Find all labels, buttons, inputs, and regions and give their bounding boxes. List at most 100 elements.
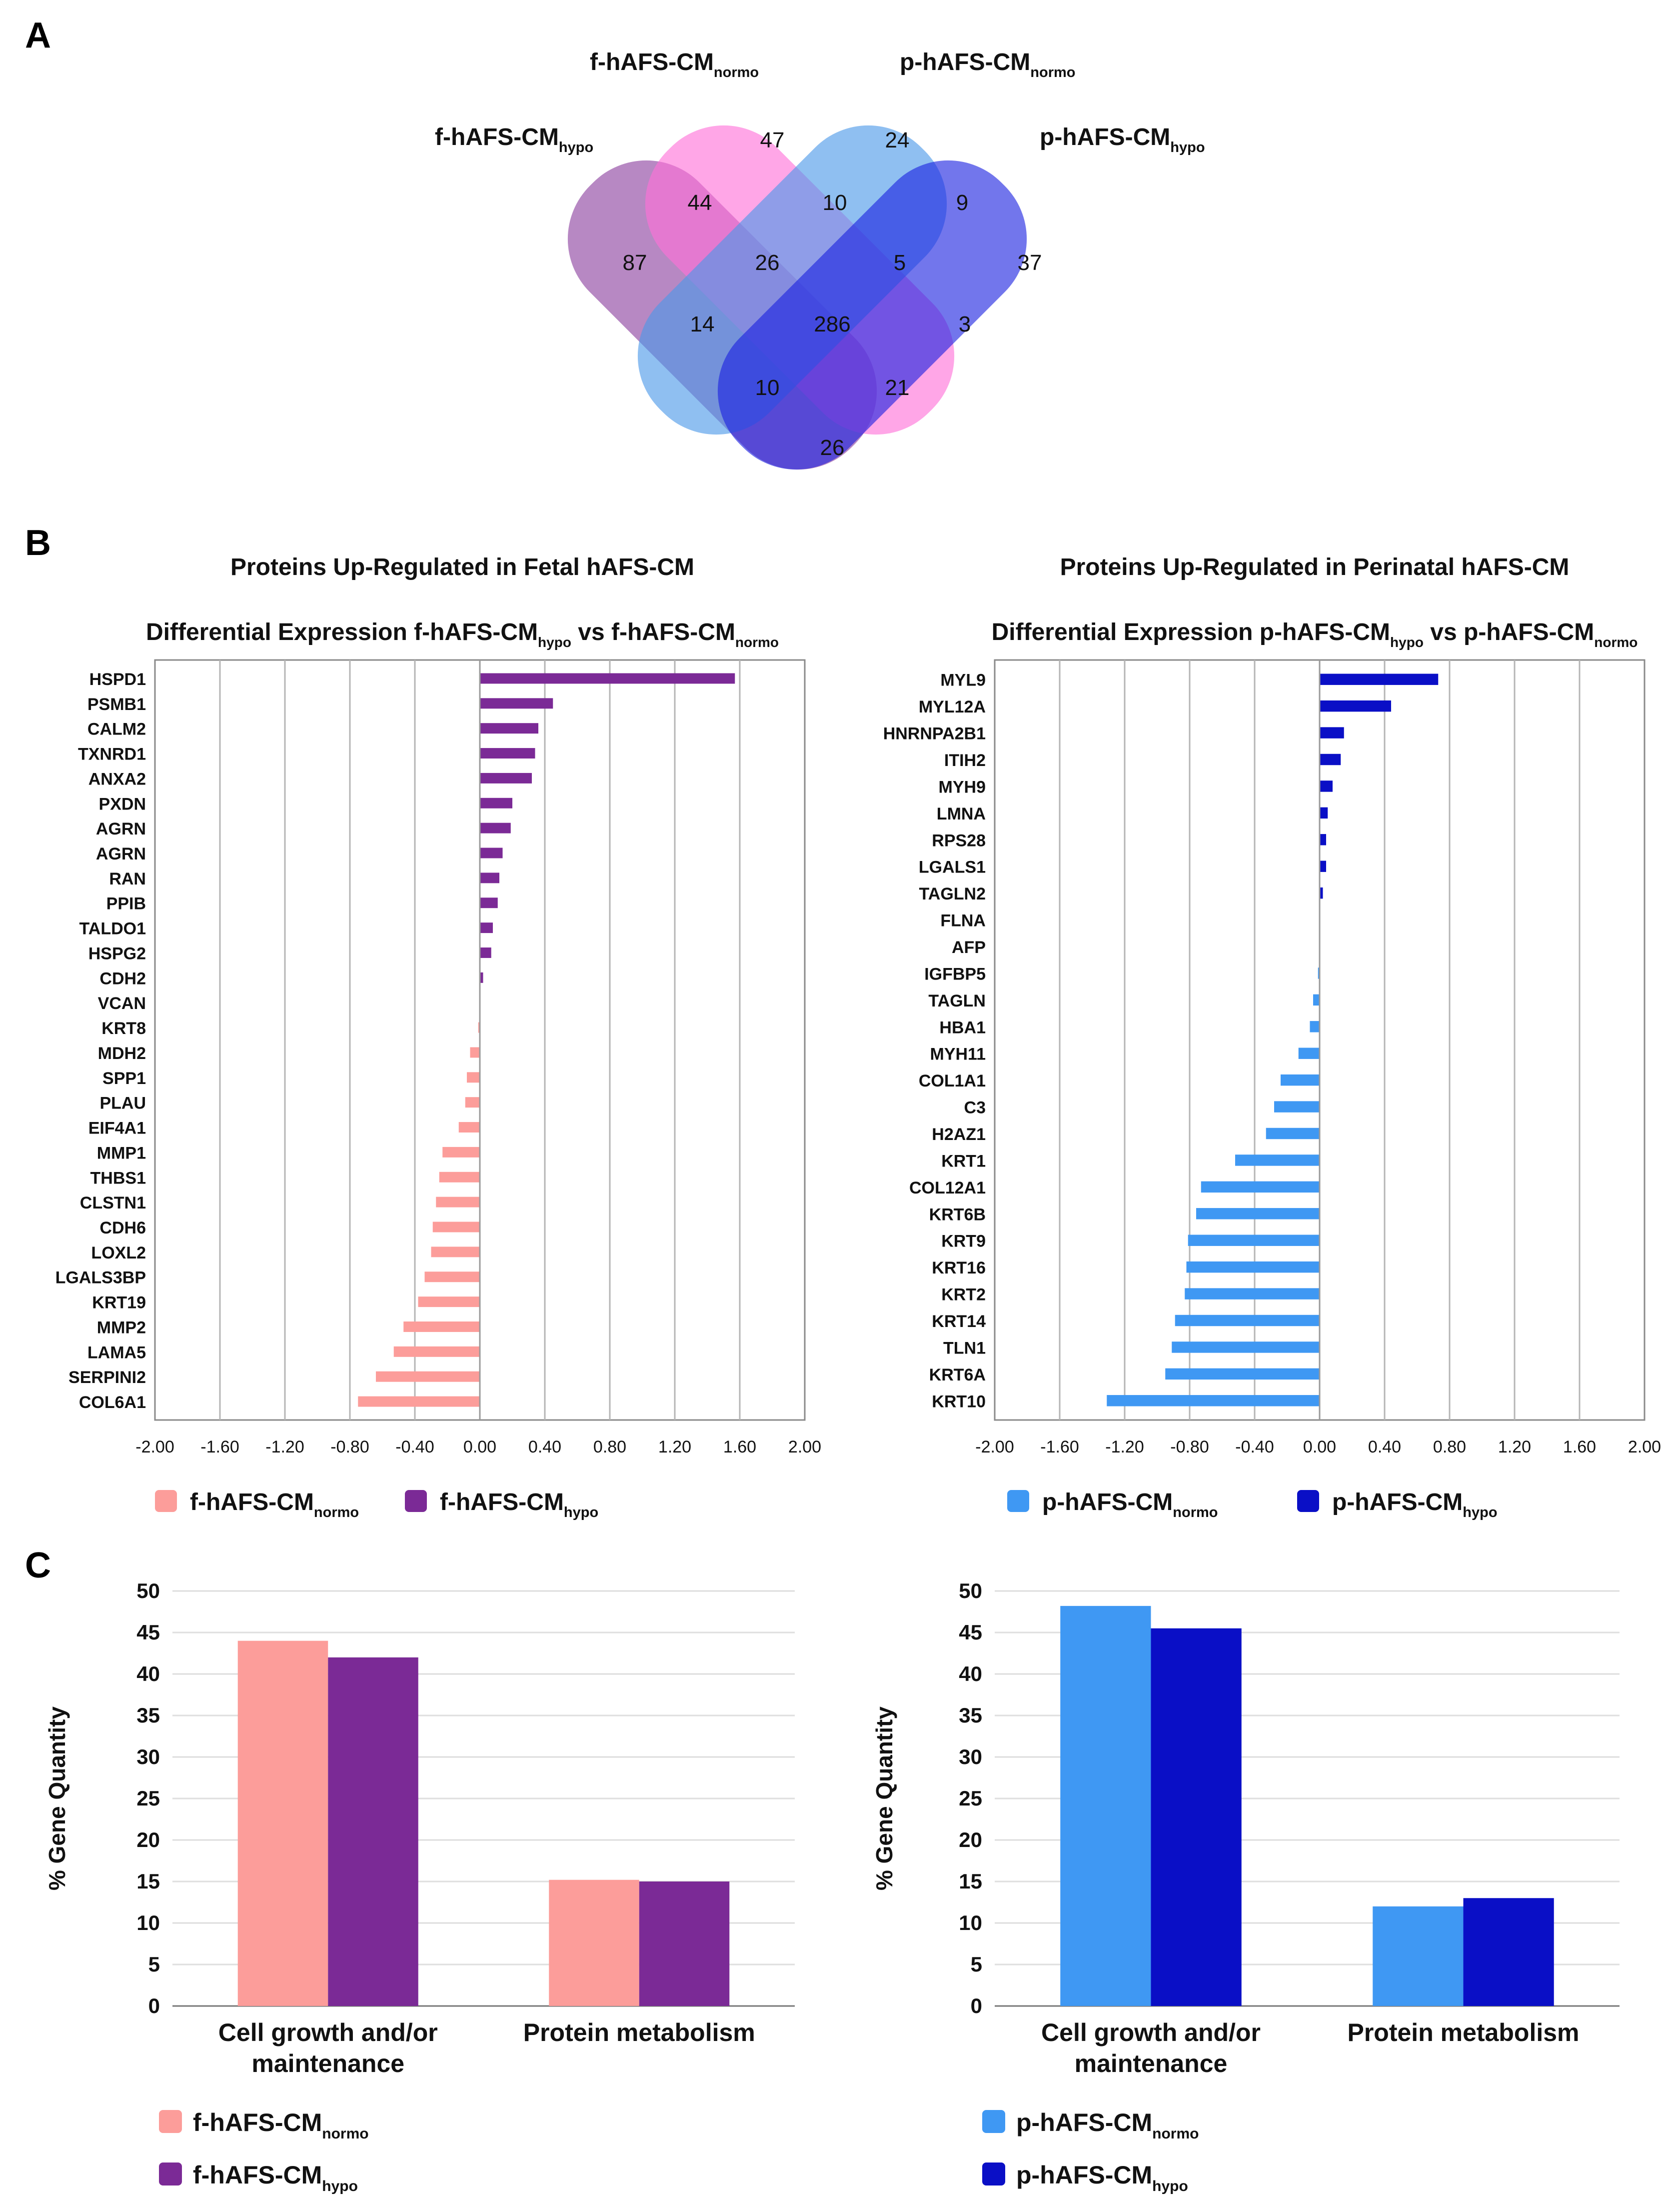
y-category-label: LOXL2 (91, 1244, 146, 1262)
venn-region-count: 24 (885, 128, 910, 152)
venn-label-p_normo: p-hAFS-CMnormo (900, 49, 1075, 80)
venn-label-f_normo: f-hAFS-CMnormo (590, 49, 759, 80)
y-tick-label: 10 (959, 1911, 982, 1934)
bar (1320, 887, 1323, 899)
bar-p_hypo (1151, 1628, 1242, 2006)
y-category-label: C3 (964, 1098, 986, 1118)
legend-label-p_hypo: p-hAFS-CMhypo (1016, 2161, 1188, 2194)
bar (465, 1097, 480, 1108)
y-category-label: ANXA2 (88, 770, 146, 788)
legend-label-p_normo: p-hAFS-CMnormo (1016, 2108, 1199, 2142)
x-tick-label: 1.60 (1563, 1438, 1596, 1456)
y-category-label: TLN1 (943, 1338, 986, 1358)
bar-p_normo (1060, 1606, 1151, 2006)
y-tick-label: 5 (148, 1952, 160, 1976)
legend-swatch-p_normo (982, 2110, 1005, 2133)
y-category-label: CDH6 (99, 1218, 146, 1238)
venn-region-count: 26 (820, 436, 845, 460)
bar (1320, 834, 1326, 846)
bar (1320, 727, 1344, 738)
y-category-label: MDH2 (98, 1044, 146, 1063)
legend-swatch-p_hypo (1297, 1490, 1319, 1512)
y-tick-label: 45 (959, 1620, 982, 1644)
bar (432, 1222, 480, 1232)
y-category-label: KRT8 (101, 1019, 146, 1038)
y-category-label: EIF4A1 (88, 1119, 146, 1138)
y-category-label: HNRNPA2B1 (883, 724, 986, 744)
legend-swatch-p_normo (1007, 1490, 1029, 1512)
x-category-label: maintenance (251, 2050, 404, 2078)
y-category-label: HBA1 (939, 1018, 986, 1037)
legend-swatch-f_hypo (405, 1490, 427, 1512)
y-tick-label: 25 (136, 1786, 160, 1810)
y-tick-label: 5 (971, 1952, 982, 1976)
y-category-label: KRT6A (929, 1366, 986, 1384)
venn-region-count: 26 (755, 250, 780, 275)
bar (1310, 1021, 1320, 1032)
x-category-label: Protein metabolism (523, 2018, 755, 2046)
y-tick-label: 30 (136, 1745, 160, 1768)
bar (1320, 860, 1326, 872)
y-category-label: COL12A1 (909, 1178, 986, 1198)
bar (480, 898, 498, 908)
x-tick-label: -0.40 (395, 1438, 434, 1456)
bar (1201, 1181, 1320, 1193)
y-category-label: KRT1 (941, 1152, 986, 1170)
venn-region-count: 9 (956, 190, 968, 215)
y-category-label: VCAN (98, 994, 146, 1013)
venn-label-f_hypo: f-hAFS-CMhypo (435, 124, 593, 156)
bar (1196, 1208, 1320, 1220)
y-category-label: TAGLN (928, 992, 986, 1010)
venn-set-p_hypo (717, 160, 1027, 470)
bar (1185, 1288, 1320, 1300)
y-tick-label: 0 (148, 1994, 160, 2018)
legend-swatch-p_hypo (982, 2162, 1005, 2186)
legend-label-f_normo: f-hAFS-CMnormo (190, 1489, 359, 1520)
x-category-label: Protein metabolism (1348, 2018, 1580, 2046)
bar (480, 673, 735, 684)
bar (467, 1072, 480, 1083)
y-category-label: TXNRD1 (78, 745, 146, 764)
y-category-label: THBS1 (90, 1168, 146, 1188)
y-category-label: KRT16 (932, 1258, 986, 1278)
x-tick-label: -0.80 (330, 1438, 369, 1456)
y-category-label: CLSTN1 (80, 1194, 146, 1212)
bar (418, 1296, 480, 1308)
y-category-label: KRT14 (932, 1312, 986, 1331)
x-tick-label: 1.60 (723, 1438, 756, 1456)
x-tick-label: 0.80 (593, 1438, 626, 1456)
y-category-label: LGALS3BP (55, 1268, 146, 1288)
bar (1320, 807, 1328, 819)
bar (1320, 754, 1341, 766)
y-tick-label: 25 (959, 1786, 982, 1810)
y-category-label: MYL9 (940, 671, 986, 690)
x-tick-label: 0.40 (1368, 1438, 1401, 1456)
y-tick-label: 15 (959, 1870, 982, 1893)
y-category-label: MYL12A (919, 698, 986, 716)
y-tick-label: 35 (959, 1704, 982, 1727)
x-category-label: maintenance (1075, 2050, 1228, 2078)
y-category-label: MYH9 (939, 778, 986, 796)
bar (1298, 1048, 1320, 1059)
perinatal-gene-quantity-chart: 0 5 10 15 20 25 30 35 40 45 50 % Gene Quantity Cell … (871, 1579, 1620, 2194)
legend-swatch-f_normo (159, 2110, 182, 2133)
y-tick-label: 15 (136, 1870, 160, 1893)
bar-f_hypo (639, 1882, 730, 2006)
y-category-label: PSMB1 (87, 695, 146, 714)
bar (480, 748, 535, 759)
bar (442, 1146, 480, 1158)
bar (436, 1196, 480, 1208)
y-category-label: PLAU (99, 1094, 146, 1113)
y-tick-label: 45 (136, 1620, 160, 1644)
bar (1320, 700, 1391, 712)
y-category-label: TAGLN2 (919, 884, 986, 904)
bar (439, 1172, 480, 1182)
bar (480, 698, 553, 709)
x-tick-label: 1.20 (658, 1438, 691, 1456)
x-tick-label: -1.60 (1040, 1438, 1079, 1456)
legend-label-f_hypo: f-hAFS-CMhypo (440, 1489, 598, 1520)
perinatal-differential-expression-chart: Proteins Up-Regulated in Perinatal hAFS-… (883, 554, 1661, 1520)
bar (1165, 1368, 1320, 1380)
bar (1172, 1342, 1320, 1353)
